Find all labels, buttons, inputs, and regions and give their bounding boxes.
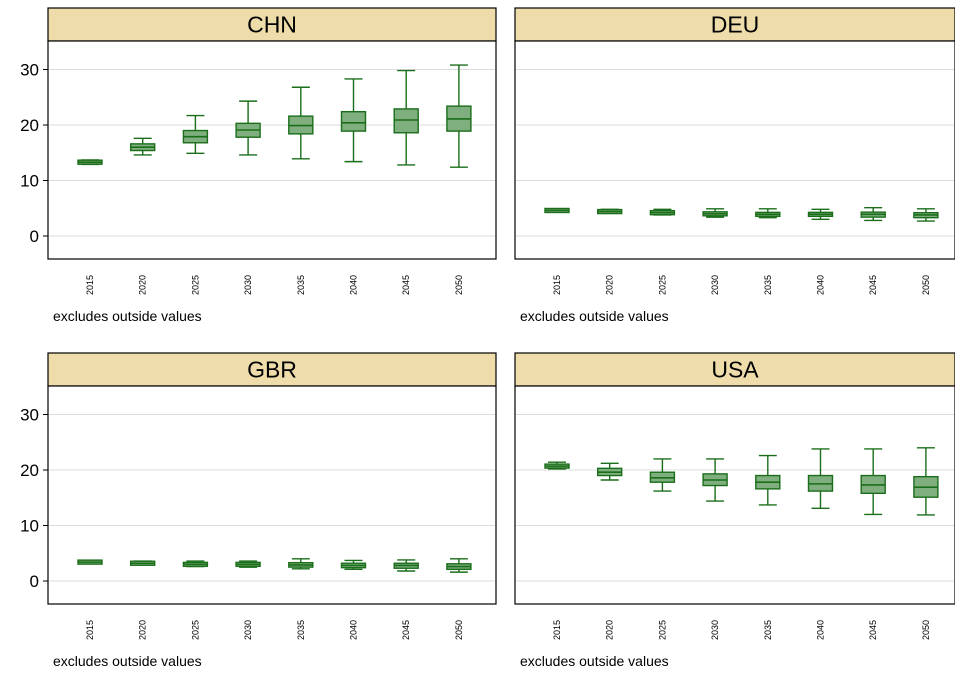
x-tick-label: 2015	[85, 620, 95, 640]
box-2020	[597, 462, 623, 481]
x-tick-label: 2030	[710, 275, 720, 295]
y-tick-label: 10	[20, 517, 39, 536]
panel-header	[47, 7, 497, 42]
x-tick-label: 2020	[138, 275, 148, 295]
box-2040	[340, 78, 367, 163]
box-2035	[288, 558, 314, 570]
box-2030	[702, 208, 728, 218]
x-tick-label: 2040	[816, 620, 826, 640]
panel-deu: DEU 2015 2020 2025 2030 2035 2040 2045 2050 exclu…	[514, 7, 955, 324]
x-tick-label: 2025	[657, 620, 667, 640]
box-2050	[913, 447, 939, 516]
box-2050	[913, 208, 939, 222]
x-tick-label: 2045	[868, 275, 878, 295]
panel-usa: USA 2015 2020 2025 2030 2035 2040 2045 2050 exclu…	[514, 352, 955, 669]
box-2015	[544, 461, 570, 470]
box-2020	[129, 137, 156, 156]
x-tick-label: 2020	[138, 620, 148, 640]
x-tick-label: 2045	[868, 620, 878, 640]
box-2045	[860, 448, 886, 516]
box-2030	[235, 560, 261, 568]
plot-area	[514, 40, 955, 260]
x-tick-label: 2050	[921, 620, 931, 640]
x-tick-label: 2045	[401, 620, 411, 640]
excludes-note: excludes outside values	[520, 653, 669, 669]
box-2050	[446, 64, 472, 168]
box-2015	[77, 159, 103, 166]
panel-title: USA	[711, 357, 759, 383]
x-tick-label: 2030	[243, 275, 253, 295]
x-tick-label: 2025	[190, 620, 200, 640]
x-tick-label: 2040	[349, 620, 359, 640]
x-tick-label: 2035	[763, 275, 773, 295]
y-tick-label: 0	[30, 572, 39, 591]
y-tick-label: 30	[20, 406, 39, 425]
box-2025	[182, 560, 209, 568]
iqr-box	[340, 110, 367, 132]
x-tick-label: 2050	[454, 620, 464, 640]
x-tick-label: 2025	[190, 275, 200, 295]
x-tick-label: 2025	[657, 275, 667, 295]
y-tick-label: 30	[20, 61, 39, 80]
excludes-note: excludes outside values	[520, 308, 669, 324]
x-tick-label: 2050	[921, 275, 931, 295]
y-tick-label: 20	[20, 116, 39, 135]
x-tick-label: 2020	[605, 620, 615, 640]
box-2020	[129, 560, 156, 566]
panel-header	[514, 7, 955, 42]
x-tick-label: 2015	[85, 275, 95, 295]
box-2040	[807, 208, 834, 221]
box-2030	[702, 458, 728, 502]
box-2015	[544, 207, 570, 214]
plot-area	[47, 40, 497, 260]
panel-title: DEU	[711, 12, 760, 38]
x-tick-label: 2030	[710, 620, 720, 640]
panel-title: CHN	[247, 12, 297, 38]
x-tick-label: 2035	[296, 275, 306, 295]
box-2040	[340, 559, 367, 571]
excludes-note: excludes outside values	[53, 653, 202, 669]
box-2035	[288, 86, 314, 160]
box-2015	[77, 559, 103, 565]
x-tick-label: 2035	[763, 620, 773, 640]
excludes-note: excludes outside values	[53, 308, 202, 324]
box-2045	[393, 559, 419, 572]
y-tick-label: 20	[20, 461, 39, 480]
box-2020	[597, 208, 623, 215]
box-2025	[182, 114, 209, 155]
box-2030	[235, 100, 261, 156]
box-2025	[649, 208, 676, 216]
iqr-box	[393, 108, 419, 134]
panel-title: GBR	[247, 357, 297, 383]
box-2025	[649, 458, 676, 492]
x-tick-label: 2040	[349, 275, 359, 295]
box-2045	[393, 69, 419, 166]
y-tick-label: 10	[20, 172, 39, 191]
x-tick-label: 2015	[552, 620, 562, 640]
x-tick-label: 2050	[454, 275, 464, 295]
box-2035	[755, 454, 781, 506]
box-2045	[860, 206, 886, 222]
box-2050	[446, 558, 472, 573]
x-tick-label: 2035	[296, 620, 306, 640]
y-tick-label: 0	[30, 227, 39, 246]
x-tick-label: 2030	[243, 620, 253, 640]
box-2035	[755, 208, 781, 219]
x-tick-label: 2015	[552, 275, 562, 295]
plot-area	[47, 385, 497, 605]
plot-area	[514, 385, 955, 605]
x-tick-label: 2020	[605, 275, 615, 295]
panel-header	[514, 352, 955, 387]
x-tick-label: 2040	[816, 275, 826, 295]
box-2040	[807, 448, 834, 509]
x-tick-label: 2045	[401, 275, 411, 295]
